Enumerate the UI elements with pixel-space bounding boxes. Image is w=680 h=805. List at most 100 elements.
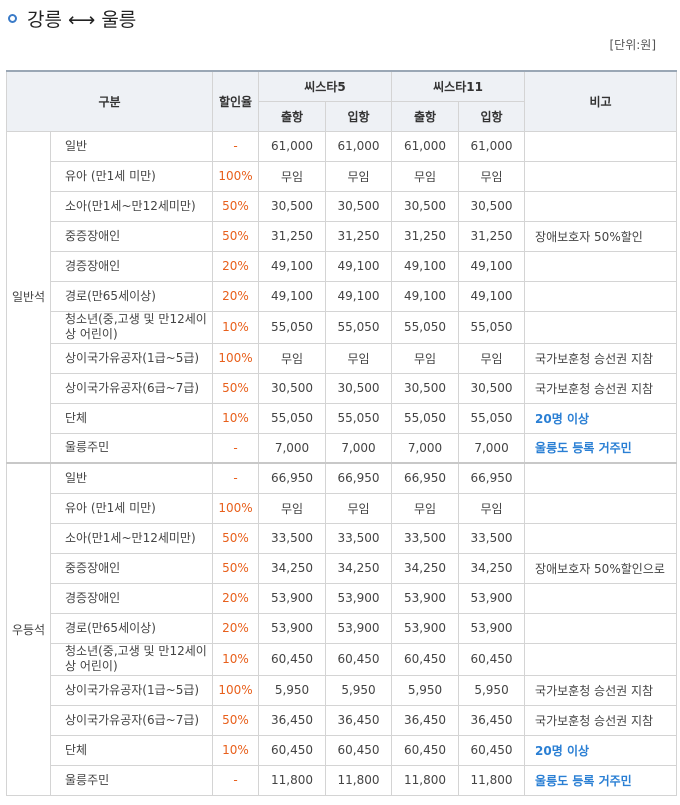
fare-ship2-departure: 7,000	[391, 432, 460, 464]
header-departure: 출항	[391, 100, 460, 132]
fare-note: 장애보호자 50%할인	[524, 220, 678, 252]
table-row: 경로(만65세이상) 20% 53,900 53,900 53,900 53,900	[7, 612, 678, 644]
fare-ship2-departure: 무임	[391, 160, 460, 192]
fare-note: 20명 이상	[524, 402, 678, 434]
table-row: 상이국가유공자(6급~7급) 50% 30,500 30,500 30,500 30,50…	[7, 372, 678, 404]
fare-note: 20명 이상	[524, 734, 678, 766]
fare-ship2-departure: 60,450	[391, 642, 460, 676]
fare-ship1-arrival: 11,800	[324, 764, 393, 796]
discount-rate: 100%	[212, 674, 259, 706]
passenger-category: 중증장애인	[50, 220, 213, 252]
passenger-category: 청소년(중,고생 및 만12세이상 어린이)	[50, 642, 213, 676]
table-row: 단체 10% 55,050 55,050 55,050 55,050 20명 이상	[7, 402, 678, 434]
table-row: 경로(만65세이상) 20% 49,100 49,100 49,100 49,100	[7, 280, 678, 312]
fare-ship1-departure: 33,500	[258, 522, 326, 554]
fare-ship1-departure: 30,500	[258, 372, 326, 404]
passenger-category: 상이국가유공자(1급~5급)	[50, 342, 213, 374]
fare-note: 울릉도 등록 거주민	[524, 432, 678, 464]
passenger-category: 상이국가유공자(1급~5급)	[50, 674, 213, 706]
discount-rate: 50%	[212, 552, 259, 584]
fare-ship2-arrival: 무임	[458, 160, 526, 192]
fare-table: 구분 할인율 씨스타5 씨스타11 비고 출항 입항 출항 입항 일반석 일반 -6…	[6, 70, 678, 796]
discount-rate: 100%	[212, 342, 259, 374]
discount-rate: 50%	[212, 704, 259, 736]
discount-rate: 50%	[212, 372, 259, 404]
table-row: 상이국가유공자(1급~5급) 100% 5,950 5,950 5,950 5,950 국가…	[7, 674, 678, 706]
fare-ship1-arrival: 66,950	[324, 462, 393, 494]
fare-ship2-departure: 66,950	[391, 462, 460, 494]
fare-ship1-departure: 60,450	[258, 734, 326, 766]
passenger-category: 단체	[50, 402, 213, 434]
unit-label: [단위:원]	[609, 38, 656, 52]
seat-class-label: 일반석	[6, 130, 51, 464]
table-row: 우등석 일반 -66,950 66,950 66,950 66,950	[6, 462, 678, 796]
fare-ship2-arrival: 49,100	[458, 280, 526, 312]
fare-ship2-arrival: 49,100	[458, 250, 526, 282]
fare-ship1-departure: 30,500	[258, 190, 326, 222]
fare-note	[524, 522, 678, 554]
fare-ship2-arrival: 7,000	[458, 432, 526, 464]
fare-note: 국가보훈청 승선권 지참	[524, 674, 678, 706]
fare-ship2-departure: 30,500	[391, 190, 460, 222]
fare-ship1-arrival: 36,450	[324, 704, 393, 736]
fare-ship1-departure: 34,250	[258, 552, 326, 584]
discount-rate: -	[212, 764, 259, 796]
discount-rate: 10%	[212, 642, 259, 676]
fare-ship2-departure: 53,900	[391, 612, 460, 644]
header-note: 비고	[524, 70, 678, 132]
fare-ship1-arrival: 55,050	[324, 310, 393, 344]
fare-ship2-arrival: 34,250	[458, 552, 526, 584]
fare-ship2-arrival: 36,450	[458, 704, 526, 736]
fare-ship2-arrival: 30,500	[458, 372, 526, 404]
header-category: 구분	[6, 70, 213, 132]
discount-rate: 10%	[212, 402, 259, 434]
table-row: 중증장애인 50% 34,250 34,250 34,250 34,250 장애보호자 50…	[7, 552, 678, 584]
fare-ship2-arrival: 55,050	[458, 310, 526, 344]
header-departure: 출항	[258, 100, 326, 132]
passenger-category: 청소년(중,고생 및 만12세이상 어린이)	[50, 310, 213, 344]
fare-ship1-arrival: 30,500	[324, 190, 393, 222]
fare-ship1-arrival: 49,100	[324, 250, 393, 282]
passenger-category: 유아 (만1세 미만)	[50, 160, 213, 192]
fare-note: 국가보훈청 승선권 지참	[524, 372, 678, 404]
table-row: 청소년(중,고생 및 만12세이상 어린이) 10% 55,050 55,050 55,…	[7, 310, 678, 344]
fare-ship1-arrival: 31,250	[324, 220, 393, 252]
header-arrival: 입항	[458, 100, 526, 132]
passenger-category: 중증장애인	[50, 552, 213, 584]
fare-ship1-departure: 60,450	[258, 642, 326, 676]
fare-ship2-arrival: 53,900	[458, 612, 526, 644]
fare-ship2-arrival: 53,900	[458, 582, 526, 614]
fare-ship2-departure: 무임	[391, 492, 460, 524]
fare-ship2-arrival: 무임	[458, 342, 526, 374]
fare-note	[524, 130, 678, 162]
fare-ship2-departure: 36,450	[391, 704, 460, 736]
fare-ship1-arrival: 61,000	[324, 130, 393, 162]
fare-ship1-arrival: 53,900	[324, 582, 393, 614]
header-ship-1: 씨스타5	[257, 70, 393, 102]
fare-note	[524, 250, 678, 282]
fare-ship2-arrival: 31,250	[458, 220, 526, 252]
passenger-category: 단체	[50, 734, 213, 766]
discount-rate: 20%	[212, 612, 259, 644]
fare-ship2-arrival: 61,000	[458, 130, 526, 162]
fare-ship2-departure: 30,500	[391, 372, 460, 404]
fare-ship1-departure: 49,100	[258, 280, 326, 312]
table-row: 소아(만1세~만12세미만) 50% 33,500 33,500 33,500 33,50…	[7, 522, 678, 554]
fare-ship1-arrival: 53,900	[324, 612, 393, 644]
section-regular: 일반석 일반 -61,000 61,000 61,000 61,000 유아 (만1세 미만…	[6, 130, 678, 464]
destination-label: 울릉	[101, 8, 137, 31]
fare-ship2-arrival: 5,950	[458, 674, 526, 706]
fare-ship1-departure: 36,450	[258, 704, 326, 736]
fare-ship2-departure: 55,050	[391, 310, 460, 344]
table-row: 청소년(중,고생 및 만12세이상 어린이) 10% 60,450 60,450 60,…	[7, 642, 678, 676]
fare-note	[524, 310, 678, 344]
fare-note	[524, 642, 678, 676]
fare-note	[524, 462, 678, 494]
fare-note: 국가보훈청 승선권 지참	[524, 342, 678, 374]
fare-ship1-departure: 31,250	[258, 220, 326, 252]
fare-ship1-arrival: 5,950	[324, 674, 393, 706]
fare-note: 국가보훈청 승선권 지참	[524, 704, 678, 736]
discount-rate: 10%	[212, 734, 259, 766]
fare-ship1-departure: 66,950	[258, 462, 326, 494]
fare-ship1-arrival: 60,450	[324, 642, 393, 676]
